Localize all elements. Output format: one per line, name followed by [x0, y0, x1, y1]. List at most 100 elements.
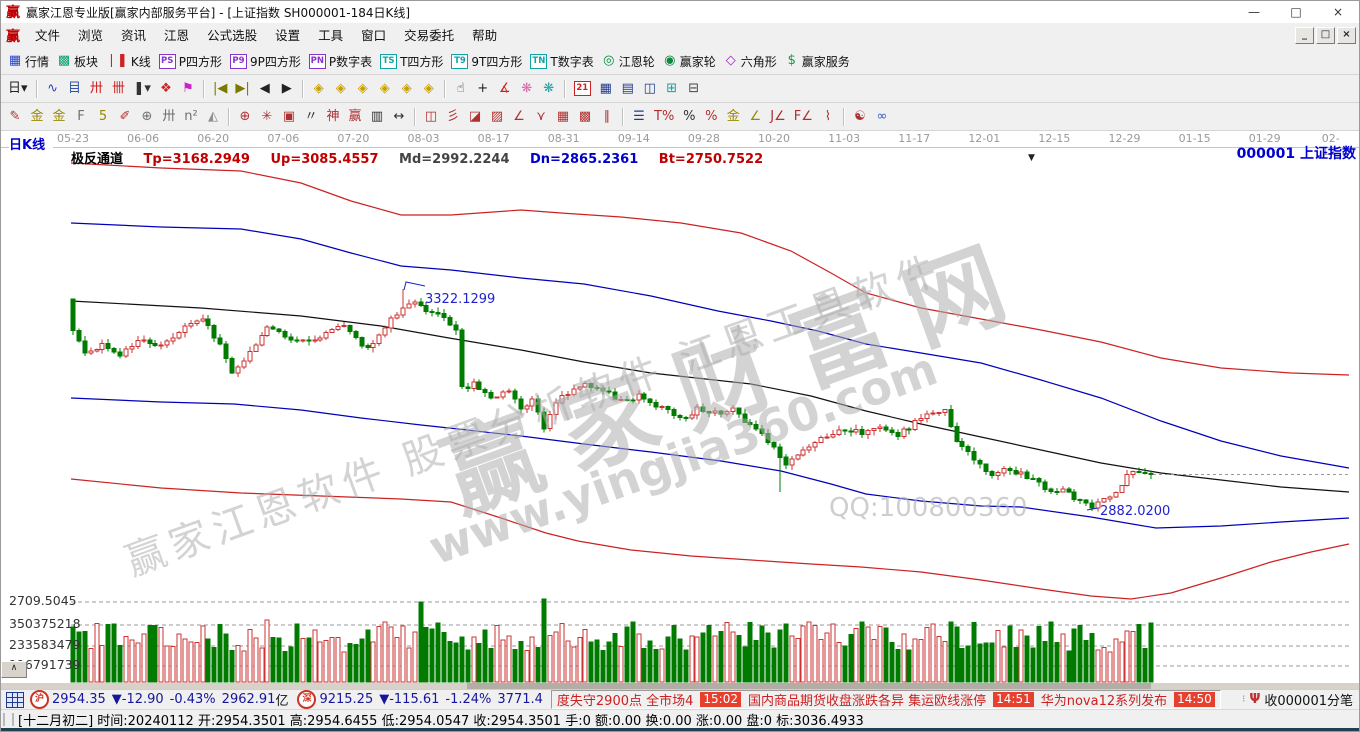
compass-icon[interactable]: ◭: [202, 109, 224, 125]
gann-circle-icon[interactable]: ⊕: [234, 109, 256, 125]
full-expand-icon[interactable]: ◈: [418, 81, 440, 97]
percent-icon[interactable]: %: [678, 109, 700, 125]
crosshair-icon[interactable]: +: [472, 81, 494, 97]
winner-service-button[interactable]: $ 赢家服务: [781, 52, 854, 71]
t9-square-button[interactable]: T9 9T四方形: [447, 52, 526, 71]
menu-公式选股[interactable]: 公式选股: [207, 27, 258, 43]
flag-icon[interactable]: ⚑: [177, 81, 199, 97]
p9-square-button[interactable]: P9 9P四方形: [226, 52, 305, 71]
kline-chart-panel[interactable]: 05-23 06-06 06-20 07-06 07-20 08-03 08-17 08-31…: [1, 131, 1360, 683]
line-grid-icon[interactable]: 卅: [158, 109, 180, 125]
news-item[interactable]: 国内商品期货收盘涨跌各异 集运欧线涨停: [748, 694, 987, 709]
red-pen-icon[interactable]: ✐: [114, 109, 136, 125]
save-icon[interactable]: ◫: [639, 81, 661, 97]
wave-icon[interactable]: ∿: [42, 81, 64, 97]
sectors-button[interactable]: ▩ 板块: [53, 52, 102, 71]
zoom-left-icon[interactable]: ◈: [308, 81, 330, 97]
v-expand-icon[interactable]: ◈: [396, 81, 418, 97]
tx-percent-icon[interactable]: T%: [650, 109, 678, 125]
hexagon-button[interactable]: ◇ 六角形: [720, 52, 781, 71]
news-item[interactable]: 华为nova12系列发布: [1040, 694, 1168, 709]
gold-circle-icon[interactable]: 金: [722, 109, 744, 125]
gann-box-icon[interactable]: ▣: [278, 109, 300, 125]
infinity-icon[interactable]: ∞: [871, 109, 893, 125]
speed-line-icon[interactable]: ⌇: [817, 109, 839, 125]
menu-设置[interactable]: 设置: [275, 27, 301, 43]
bars9-icon[interactable]: 卌: [108, 81, 130, 97]
first-bar-icon[interactable]: |◀: [209, 81, 231, 97]
menu-帮助[interactable]: 帮助: [472, 27, 498, 43]
brain-pink-icon[interactable]: ❋: [516, 81, 538, 97]
list-icon[interactable]: ☰: [628, 109, 650, 125]
winner-wheel-button[interactable]: ◉ 赢家轮: [659, 52, 720, 71]
f-angle-icon[interactable]: F∠: [790, 109, 817, 125]
circle-cross-icon[interactable]: ⊕: [136, 109, 158, 125]
t-number-button[interactable]: TN T数字表: [526, 52, 597, 71]
gold-grid2-icon[interactable]: 金: [48, 109, 70, 125]
ying-grid-icon[interactable]: 赢: [344, 109, 366, 125]
ruler-icon[interactable]: ▥: [366, 109, 388, 125]
menu-江恩[interactable]: 江恩: [164, 27, 190, 43]
t-square-button[interactable]: TS T四方形: [376, 52, 447, 71]
print-icon[interactable]: ⊟: [683, 81, 705, 97]
bars3-icon[interactable]: 卅: [86, 81, 108, 97]
frame-grid-icon[interactable]: ▩: [574, 109, 596, 125]
menu-文件[interactable]: 文件: [35, 27, 61, 43]
menu-交易委托[interactable]: 交易委托: [404, 27, 455, 43]
n-square-icon[interactable]: n²: [180, 109, 202, 125]
last-bar-icon[interactable]: ▶|: [231, 81, 253, 97]
news-ticker[interactable]: 度失守2900点 全市场4 15:02 国内商品期货收盘涨跌各异 集运欧线涨停 14:…: [550, 690, 1221, 709]
close-button[interactable]: ×: [1332, 5, 1344, 19]
p-square-button[interactable]: PS P四方形: [155, 52, 226, 71]
gann-star-icon[interactable]: ✳: [256, 109, 278, 125]
width-measure-icon[interactable]: ↔: [388, 109, 410, 125]
draw-pen-icon[interactable]: ✎: [4, 109, 26, 125]
calculator-icon[interactable]: ▦: [595, 81, 617, 97]
hatch-box-icon[interactable]: ▨: [486, 109, 508, 125]
quotes-button[interactable]: ▦ 行情: [4, 52, 53, 71]
chart-scrollbar-thumb[interactable]: [467, 683, 1151, 689]
h-expand-icon[interactable]: ◈: [352, 81, 374, 97]
slant-lines-icon[interactable]: ∥: [596, 109, 618, 125]
angle-line-icon[interactable]: ∠: [508, 109, 530, 125]
export-icon[interactable]: ⊞: [661, 81, 683, 97]
zoom-right-icon[interactable]: ◈: [330, 81, 352, 97]
info-doc-icon[interactable]: 目: [64, 81, 86, 97]
quote-grid-icon[interactable]: [6, 691, 24, 708]
candle-style-icon[interactable]: ❚▾: [130, 81, 155, 97]
menu-窗口[interactable]: 窗口: [361, 27, 387, 43]
calendar-icon[interactable]: 21: [570, 80, 595, 97]
mdi-close-button[interactable]: ×: [1337, 27, 1356, 44]
brain-green-icon[interactable]: ❋: [538, 81, 560, 97]
j-angle-icon[interactable]: J∠: [766, 109, 790, 125]
f-grid-icon[interactable]: F: [70, 109, 92, 125]
mdi-minimize-button[interactable]: _: [1295, 27, 1314, 44]
p-number-button[interactable]: PN P数字表: [305, 52, 376, 71]
gold-grid1-icon[interactable]: 金: [26, 109, 48, 125]
candlestick-chart[interactable]: 2709.50453503752182335834791167917393322…: [1, 131, 1360, 683]
hand-icon[interactable]: ☝: [450, 81, 472, 97]
pattern-icon[interactable]: ❖: [155, 81, 177, 97]
dense-grid-icon[interactable]: ▦: [552, 109, 574, 125]
menu-资讯[interactable]: 资讯: [121, 27, 147, 43]
h-shrink-icon[interactable]: ◈: [374, 81, 396, 97]
kline-button[interactable]: ❘❚ K线: [102, 52, 155, 71]
yinyang-icon[interactable]: ☯: [849, 109, 871, 125]
expand-panel-button[interactable]: ∧: [1, 661, 27, 678]
next-bar-icon[interactable]: ▶: [276, 81, 298, 97]
chart-scrollbar[interactable]: [1, 683, 1359, 689]
percent-line-icon[interactable]: %: [700, 109, 722, 125]
maximize-button[interactable]: □: [1290, 5, 1302, 19]
diag-box-icon[interactable]: ◪: [464, 109, 486, 125]
minimize-button[interactable]: —: [1248, 5, 1260, 19]
square-tool-icon[interactable]: ◫: [420, 109, 442, 125]
gold-angle-icon[interactable]: ∠: [744, 109, 766, 125]
mdi-restore-button[interactable]: □: [1316, 27, 1335, 44]
gann-wheel-button[interactable]: ◎ 江恩轮: [598, 52, 659, 71]
prev-bar-icon[interactable]: ◀: [254, 81, 276, 97]
menu-工具[interactable]: 工具: [318, 27, 344, 43]
five-grid-icon[interactable]: 5: [92, 109, 114, 125]
notepad-icon[interactable]: ▤: [617, 81, 639, 97]
period-dropdown[interactable]: 日▾: [4, 81, 32, 97]
angle-measure-icon[interactable]: ∡: [494, 81, 516, 97]
